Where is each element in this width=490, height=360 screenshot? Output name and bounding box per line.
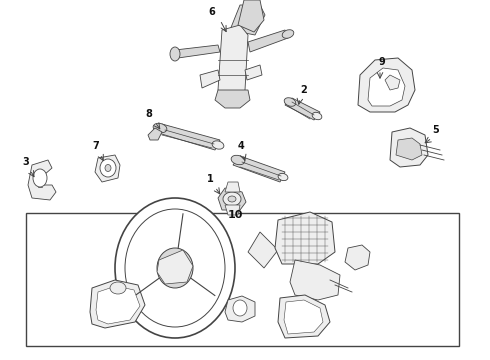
Text: 5: 5 (433, 125, 440, 135)
Text: 2: 2 (301, 85, 307, 95)
Ellipse shape (153, 123, 167, 133)
Polygon shape (238, 0, 264, 32)
Polygon shape (245, 65, 262, 80)
Polygon shape (95, 155, 120, 182)
Ellipse shape (223, 192, 241, 206)
Ellipse shape (125, 209, 225, 327)
Polygon shape (155, 124, 220, 150)
Polygon shape (218, 188, 246, 210)
Polygon shape (225, 182, 240, 192)
Ellipse shape (212, 141, 224, 149)
Polygon shape (28, 160, 56, 200)
Bar (26, 213, 459, 346)
Text: 7: 7 (93, 141, 99, 151)
Polygon shape (390, 128, 428, 167)
Polygon shape (148, 128, 162, 140)
Polygon shape (90, 280, 145, 328)
Polygon shape (218, 25, 248, 98)
Polygon shape (284, 300, 323, 334)
Polygon shape (96, 286, 140, 324)
Ellipse shape (100, 159, 116, 177)
Polygon shape (215, 90, 250, 108)
Text: 9: 9 (379, 57, 385, 67)
Polygon shape (278, 295, 330, 338)
Text: 10: 10 (227, 210, 243, 220)
Ellipse shape (33, 169, 47, 187)
Polygon shape (248, 30, 288, 52)
Ellipse shape (115, 198, 235, 338)
Ellipse shape (231, 155, 245, 165)
Ellipse shape (284, 98, 296, 106)
Ellipse shape (105, 165, 111, 171)
Ellipse shape (278, 174, 288, 181)
Polygon shape (225, 205, 240, 215)
Polygon shape (275, 212, 335, 264)
Text: 1: 1 (207, 174, 213, 184)
Ellipse shape (233, 300, 247, 316)
Ellipse shape (170, 47, 180, 61)
Polygon shape (396, 138, 422, 160)
Ellipse shape (282, 30, 294, 38)
Polygon shape (175, 45, 220, 58)
Text: 8: 8 (146, 109, 152, 119)
Polygon shape (225, 296, 255, 322)
Text: 3: 3 (23, 157, 29, 167)
Polygon shape (385, 75, 400, 90)
Polygon shape (233, 156, 285, 182)
Ellipse shape (312, 112, 322, 120)
Polygon shape (157, 250, 193, 284)
Ellipse shape (228, 196, 236, 202)
Polygon shape (230, 5, 265, 35)
Polygon shape (285, 98, 320, 120)
Ellipse shape (110, 282, 126, 294)
Polygon shape (368, 68, 405, 106)
Text: 6: 6 (209, 7, 216, 17)
Ellipse shape (157, 248, 193, 288)
Polygon shape (290, 260, 340, 300)
Text: 4: 4 (238, 141, 245, 151)
Polygon shape (248, 232, 278, 268)
Polygon shape (358, 58, 415, 112)
Polygon shape (200, 70, 220, 88)
Polygon shape (345, 245, 370, 270)
